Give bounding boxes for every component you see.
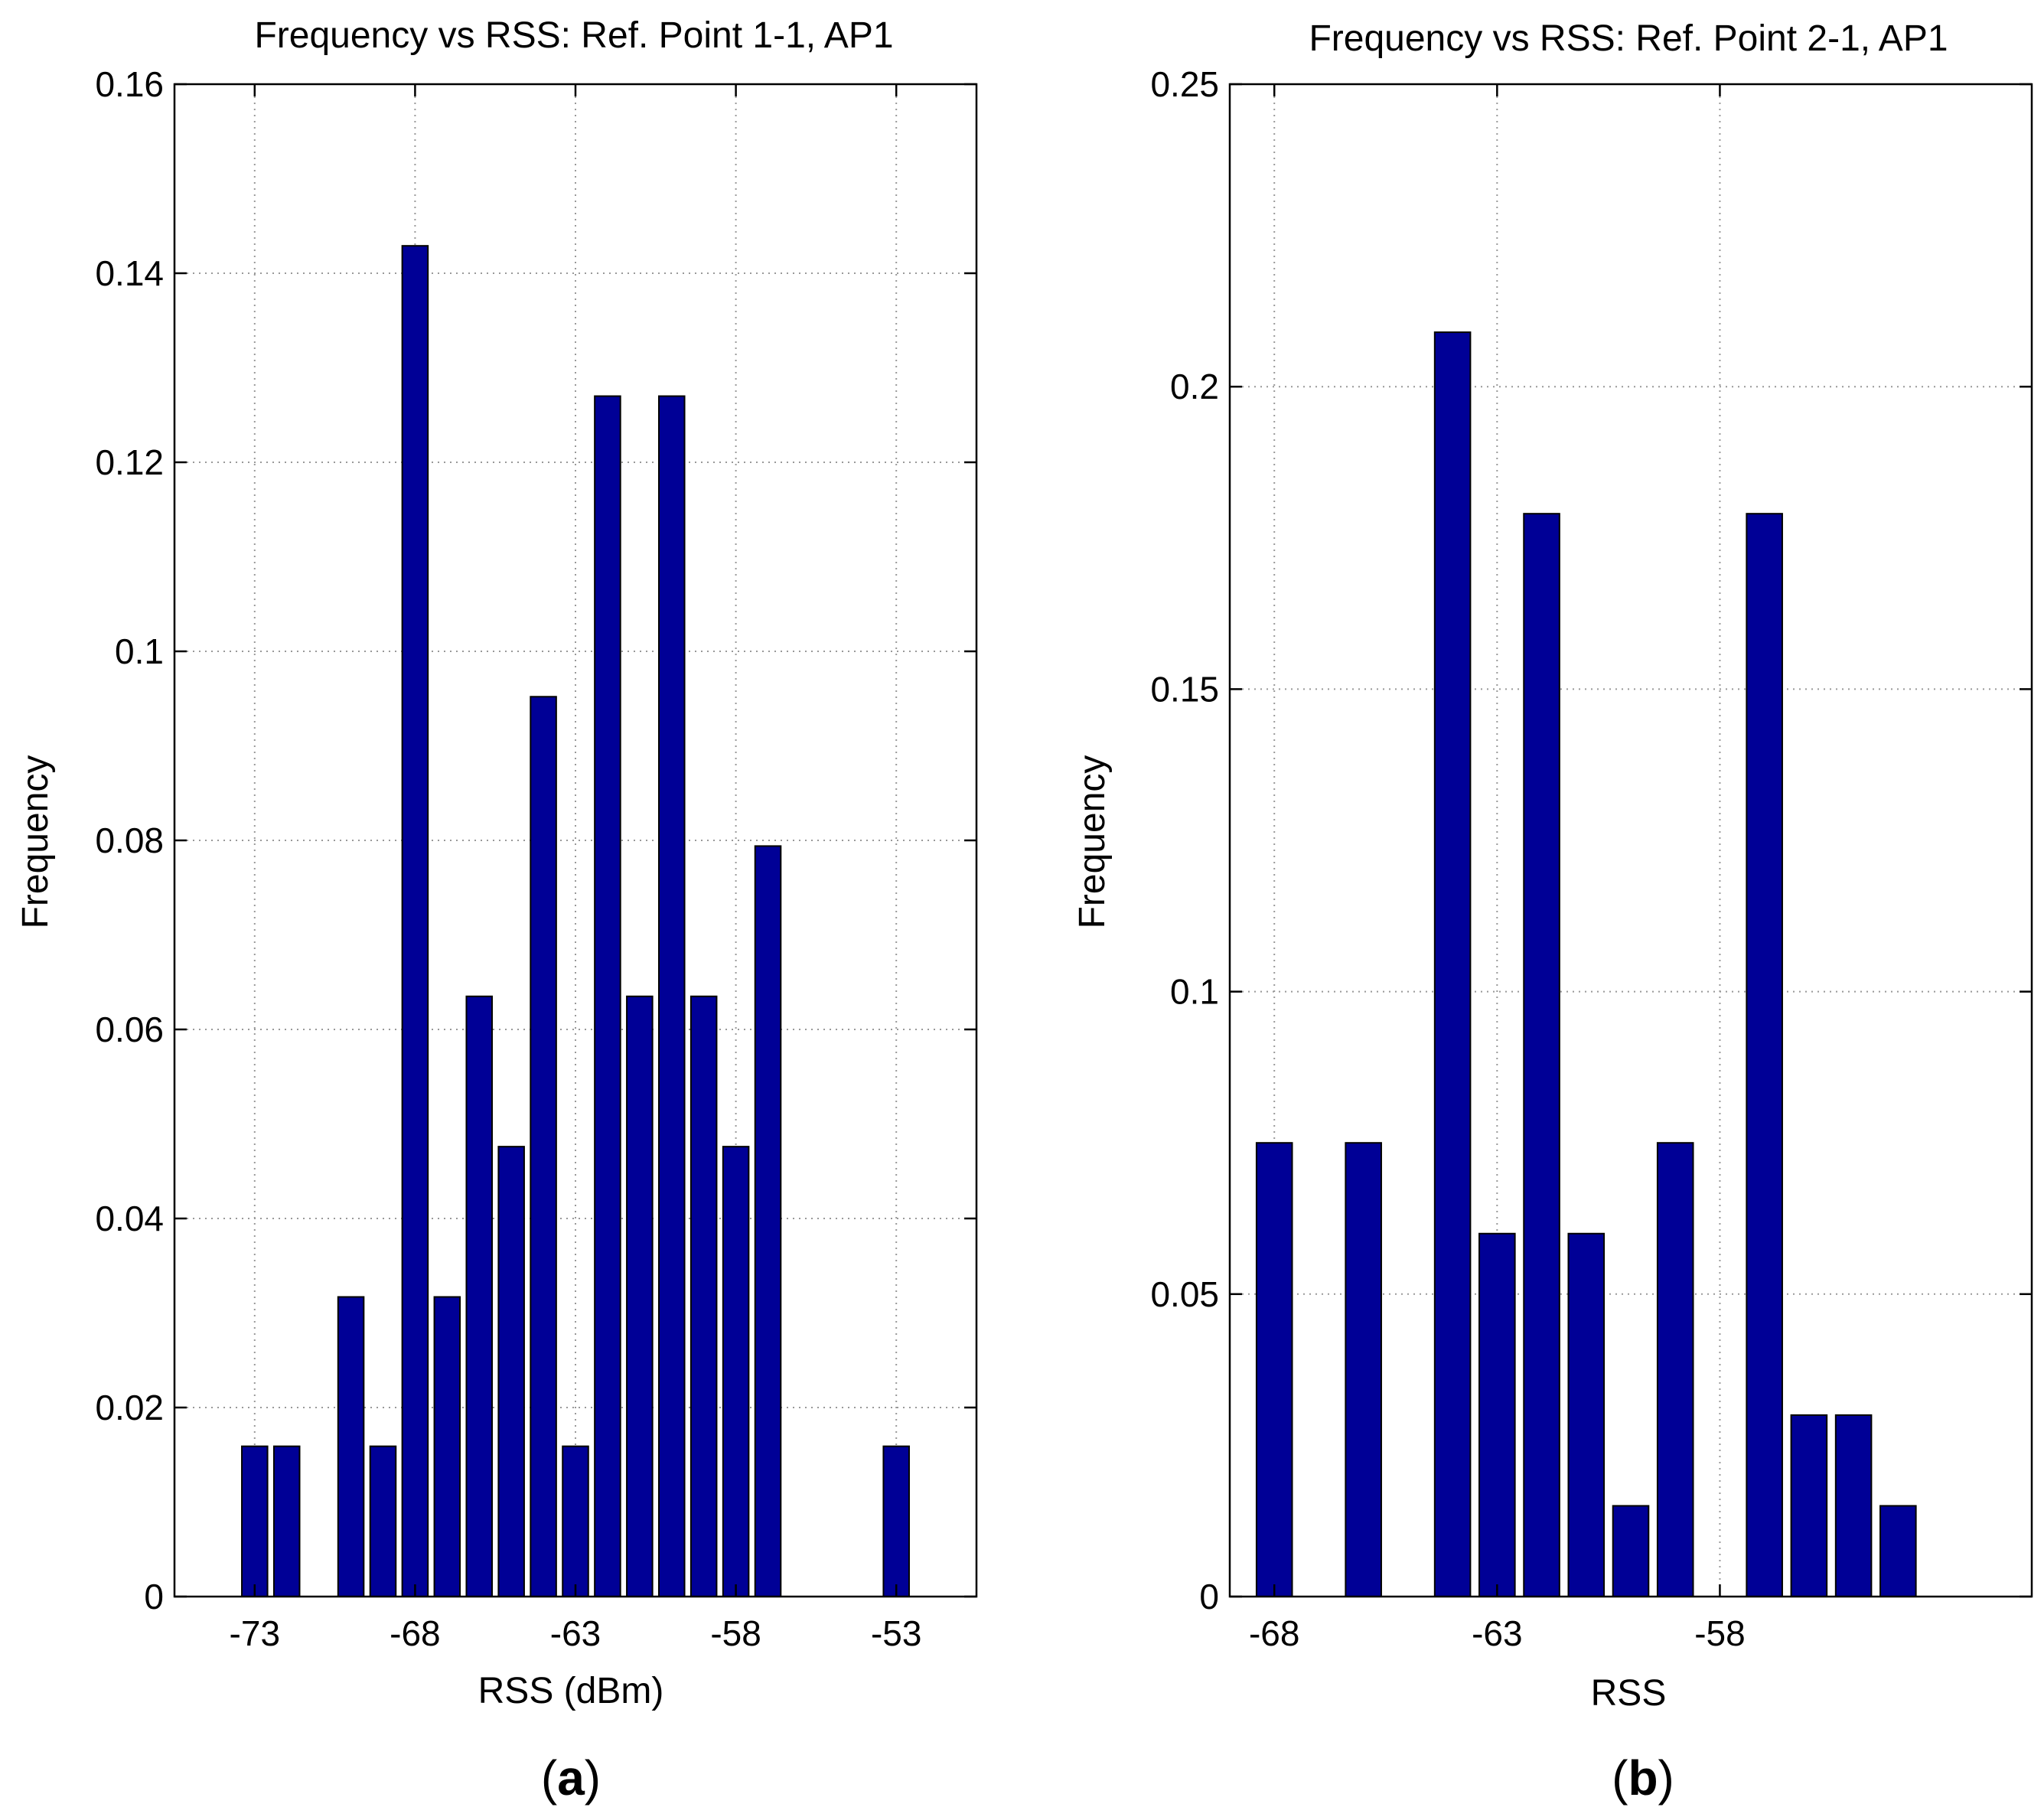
- chart-a-bar: [689, 995, 718, 1597]
- chart-a-bar: [722, 1146, 750, 1597]
- chart-a-ylabel: Frequency: [15, 755, 56, 929]
- chart-a-ytick-label: 0.08: [95, 820, 164, 860]
- chart-a-xtick-label: -63: [550, 1613, 601, 1653]
- chart-a-bar: [594, 395, 621, 1597]
- chart-a-bar: [882, 1445, 910, 1598]
- chart-b-xtick-label: -58: [1694, 1613, 1745, 1653]
- chart-a-bar: [562, 1445, 589, 1598]
- chart-b-ytick-label: 0.1: [1170, 972, 1219, 1012]
- chart-a-ytick-label: 0: [144, 1577, 164, 1616]
- chart-a-bar: [241, 1445, 269, 1598]
- chart-a-bar: [754, 845, 782, 1598]
- chart-a: Frequency vs RSS: Ref. Point 1-1, AP1 Fr…: [15, 15, 978, 1806]
- chart-b-xlabel: RSS: [1591, 1673, 1667, 1714]
- chart-b-bar: [1567, 1232, 1606, 1597]
- chart-b-ytick-label: 0.25: [1150, 64, 1219, 104]
- chart-b-bar: [1478, 1232, 1516, 1597]
- chart-b-ylabel: Frequency: [1072, 755, 1113, 929]
- chart-a-ytick-label: 0.1: [115, 631, 164, 671]
- chart-a-title: Frequency vs RSS: Ref. Point 1-1, AP1: [254, 15, 893, 56]
- chart-a-bar: [497, 1146, 525, 1597]
- chart-b-bar: [1879, 1505, 1917, 1597]
- chart-a-bar: [657, 395, 686, 1597]
- chart-a-ytick-label: 0.14: [95, 253, 164, 293]
- chart-a-bar: [530, 696, 557, 1597]
- chart-a-bar: [369, 1445, 397, 1598]
- chart-a-ytick-label: 0.12: [95, 442, 164, 482]
- chart-b-bar: [1523, 513, 1560, 1598]
- chart-a-xtick-label: -73: [230, 1613, 280, 1653]
- chart-b-bar: [1433, 331, 1472, 1598]
- chart-b-bar: [1834, 1414, 1873, 1597]
- chart-a-bar: [465, 995, 494, 1597]
- chart-a-caption: (a): [541, 1750, 601, 1806]
- chart-b-ytick-label: 0.2: [1170, 367, 1219, 406]
- chart-b-xtick-label: -68: [1249, 1613, 1299, 1653]
- chart-b: Frequency vs RSS: Ref. Point 2-1, AP1 Fr…: [1072, 18, 2033, 1806]
- chart-a-bar: [626, 995, 654, 1597]
- chart-a-bar: [433, 1296, 461, 1597]
- chart-a-ytick-label: 0.02: [95, 1388, 164, 1427]
- chart-b-ytick-label: 0.05: [1150, 1274, 1219, 1314]
- chart-b-title: Frequency vs RSS: Ref. Point 2-1, AP1: [1309, 18, 1948, 59]
- chart-b-axes-frame: [1228, 83, 2033, 1598]
- chart-a-bar: [401, 245, 429, 1597]
- chart-b-bar: [1746, 513, 1783, 1598]
- chart-b-ytick-label: 0.15: [1150, 669, 1219, 709]
- chart-b-bar: [1656, 1142, 1694, 1597]
- chart-a-xtick-label: -53: [871, 1613, 921, 1653]
- chart-a-bar: [272, 1445, 301, 1598]
- chart-a-ytick-label: 0.04: [95, 1199, 164, 1238]
- chart-a-bar: [337, 1296, 365, 1597]
- chart-b-bar: [1345, 1142, 1382, 1597]
- chart-b-bar: [1255, 1142, 1293, 1597]
- chart-b-ytick-label: 0: [1199, 1577, 1219, 1616]
- chart-a-ytick-label: 0.06: [95, 1010, 164, 1049]
- chart-a-xtick-label: -58: [710, 1613, 761, 1653]
- chart-b-xtick-label: -63: [1472, 1613, 1522, 1653]
- chart-b-caption: (b): [1612, 1750, 1674, 1806]
- chart-a-xtick-label: -68: [390, 1613, 440, 1653]
- chart-a-xlabel: RSS (dBm): [478, 1671, 664, 1711]
- chart-b-bar: [1612, 1505, 1650, 1597]
- chart-b-bar: [1790, 1414, 1828, 1597]
- chart-a-ytick-label: 0.16: [95, 64, 164, 104]
